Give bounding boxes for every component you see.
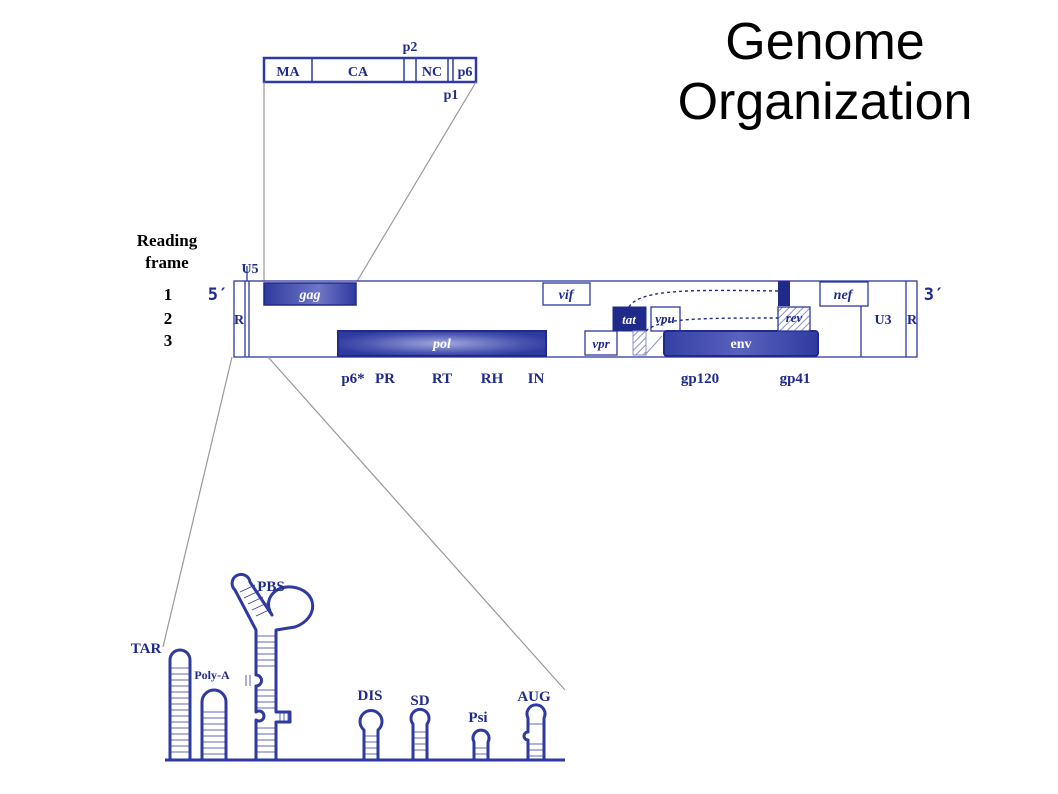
label-5-prime: 5′ [208,285,228,305]
reading-frame-legend: Reading frame 1 2 3 [137,231,198,350]
rna-label-tar: TAR [131,641,162,657]
label-r-right: R [907,313,918,328]
rev-splice-connector [645,317,779,332]
gene-tat-label: tat [622,312,636,327]
product-gp120: gp120 [681,371,719,387]
rna-sd [409,707,431,760]
rna-label-sd: SD [410,693,429,709]
reading-frame-heading-1: Reading [137,231,198,250]
label-p2: p2 [403,40,418,55]
product-p6-star: p6* [341,371,364,387]
product-gp41: gp41 [780,371,811,387]
rna-zoom-line-right [267,356,566,691]
product-rh: RH [481,371,504,387]
genome-map: U5 R U3 R 5′ 3′ gag pol vif [208,262,944,358]
product-labels: p6* PR RT RH IN gp120 gp41 [341,371,810,387]
gene-tat: tat [612,306,647,356]
segment-p6: p6 [458,65,473,80]
rna-label-aug: AUG [517,689,551,705]
segment-ma: MA [276,65,300,80]
rna-label-dis: DIS [357,688,382,704]
rna-label-psi: Psi [468,710,487,726]
gene-nef: nef [819,281,869,307]
product-pr: PR [375,371,395,387]
rna-zoom-line-left [162,356,233,648]
label-p1: p1 [444,88,459,103]
gene-gag: gag [263,282,357,306]
gag-polyprotein: MA CA NC p6 p2 p1 [262,40,478,103]
rna-tar [168,648,192,760]
rna-label-pbs: PBS [257,579,285,595]
rna-dis [358,709,384,760]
rna-aug [522,703,547,760]
title-line-2: Organization [677,73,973,131]
zoom-line-right [355,81,477,284]
label-u5: U5 [241,262,258,277]
label-r-left: R [234,313,245,328]
reading-frame-heading-2: frame [145,253,189,272]
gene-vpu: vpu [650,306,681,332]
tat-exon-link [644,335,663,356]
gene-vif-label: vif [559,288,575,303]
rna-structure [165,572,565,762]
rna-poly-a [200,688,228,760]
gene-rev-label: rev [786,310,803,325]
gene-pol-label: pol [432,337,451,352]
product-rt: RT [432,371,452,387]
title-line-1: Genome [725,13,925,71]
gene-vpr: vpr [584,330,618,356]
label-u3: U3 [874,313,891,328]
rna-psi [471,728,491,760]
gene-vif: vif [542,282,591,306]
rna-label-poly-a: Poly-A [194,668,230,682]
slide-title: Genome Organization [600,12,1050,132]
rna-pbs [230,572,315,760]
gene-env: env [663,330,819,357]
frame-row-2: 2 [164,309,173,328]
gene-gag-label: gag [299,288,321,303]
label-3-prime: 3′ [924,285,944,305]
gene-nef-label: nef [834,288,854,303]
gene-vpr-label: vpr [592,336,610,351]
gene-rev: rev [777,281,811,332]
gene-pol: pol [337,330,547,357]
segment-nc: NC [422,65,442,80]
rna-labels: TAR Poly-A PBS DIS SD Psi AUG [131,579,551,726]
frame-row-1: 1 [164,285,173,304]
frame-row-3: 3 [164,331,173,350]
gene-env-label: env [731,337,752,352]
segment-ca: CA [348,65,369,80]
product-in: IN [528,371,545,387]
tat-splice-connector [628,289,779,308]
